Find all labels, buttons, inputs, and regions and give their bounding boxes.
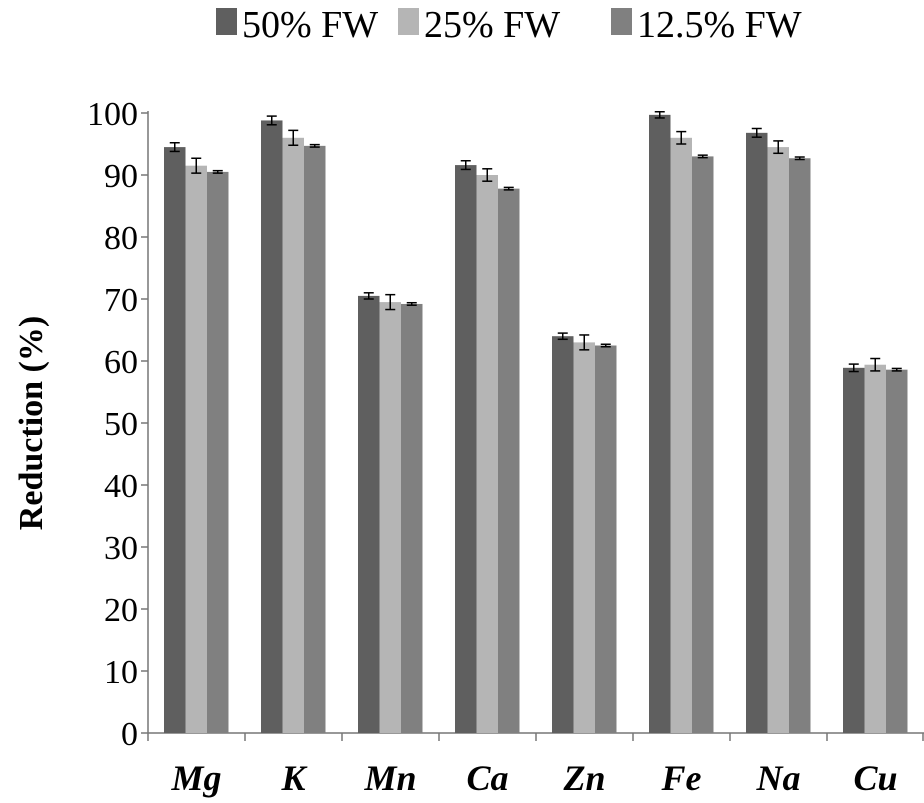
y-tick-label: 20	[104, 592, 138, 629]
bar	[864, 364, 886, 733]
bar	[886, 369, 908, 733]
bar	[649, 114, 671, 734]
bar	[573, 342, 595, 733]
x-axis: Mg K Mn Ca Zn Fe Na Cu	[147, 732, 924, 798]
y-axis-label: Reduction (%)	[13, 316, 50, 530]
bar	[670, 137, 692, 734]
bar	[746, 132, 768, 734]
bar	[379, 302, 401, 733]
bar	[185, 165, 207, 733]
bar	[843, 367, 865, 733]
x-tick-label: Cu	[853, 758, 897, 798]
y-tick-label: 30	[104, 530, 138, 567]
legend-swatch	[611, 8, 632, 35]
bar	[455, 165, 477, 733]
bar	[476, 175, 498, 733]
y-tick-label: 60	[104, 344, 138, 381]
x-tick-label: Fe	[661, 758, 702, 798]
bar	[164, 147, 186, 734]
x-tick-label: K	[280, 758, 308, 798]
x-tick-label: Zn	[562, 758, 605, 798]
legend-label: 12.5% FW	[637, 4, 802, 46]
bar	[304, 145, 326, 734]
bar	[692, 156, 714, 733]
y-tick-label: 10	[104, 654, 138, 691]
y-tick-label: 40	[104, 468, 138, 505]
y-tick-label: 70	[104, 282, 138, 319]
y-tick-label: 80	[104, 220, 138, 257]
y-tick-label: 90	[104, 158, 138, 195]
x-tick-label: Na	[756, 758, 801, 798]
legend-label: 50% FW	[242, 4, 378, 46]
bar	[595, 345, 617, 733]
bar	[552, 336, 574, 733]
bar	[207, 171, 229, 733]
x-tick-label: Ca	[466, 758, 508, 798]
legend-label: 25% FW	[424, 4, 560, 46]
y-tick-label: 0	[121, 716, 138, 753]
y-tick-label: 50	[104, 406, 138, 443]
bars	[164, 114, 908, 734]
bar	[401, 303, 423, 733]
legend: 50% FW 25% FW 12.5% FW	[216, 4, 802, 46]
bar	[498, 188, 520, 733]
y-axis: 0 10 20 30 40 50 60 70 80 90 100	[87, 96, 149, 753]
x-tick-label: Mg	[170, 758, 221, 798]
y-tick-label: 100	[87, 96, 138, 133]
legend-swatch	[216, 8, 237, 35]
bar	[789, 158, 811, 733]
x-tick-label: Mn	[363, 758, 416, 798]
legend-swatch	[398, 8, 419, 35]
bar	[261, 120, 283, 733]
bar	[282, 137, 304, 734]
bar	[358, 295, 380, 733]
error-bars	[169, 111, 902, 373]
bar	[767, 147, 789, 734]
